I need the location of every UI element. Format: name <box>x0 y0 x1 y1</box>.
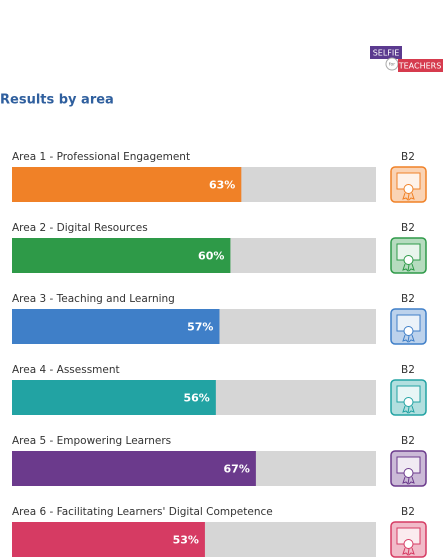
level-label: B2 <box>401 506 415 518</box>
bar <box>12 522 205 557</box>
value-label: 57% <box>187 321 213 334</box>
icon-ribbon <box>402 405 415 415</box>
certificate-icon <box>390 379 427 416</box>
value-label: 60% <box>198 250 224 263</box>
bar <box>12 309 220 344</box>
certificate-icon <box>390 237 427 274</box>
icon-seal <box>403 397 414 407</box>
icon-ribbon <box>402 263 415 273</box>
bar <box>12 451 256 486</box>
level-label: B2 <box>401 151 415 163</box>
icon-ribbon <box>402 334 415 344</box>
level-label: B2 <box>401 222 415 234</box>
value-label: 63% <box>209 179 235 192</box>
level-label: B2 <box>401 293 415 305</box>
category-label: Area 2 - Digital Resources <box>12 222 148 234</box>
category-label: Area 1 - Professional Engagement <box>12 151 190 163</box>
icon-ribbon <box>402 476 415 486</box>
icon-seal <box>403 184 414 194</box>
logo-box <box>398 59 443 72</box>
icon-seal <box>403 539 414 549</box>
icon-ribbon <box>402 547 415 557</box>
logo-box <box>370 46 402 59</box>
icon-ribbon <box>402 192 415 202</box>
chart-title: Results by area <box>0 93 114 108</box>
level-label: B2 <box>401 364 415 376</box>
logo-bottom: TEACHERS <box>398 62 442 71</box>
logo-top: SELFIE <box>373 49 400 58</box>
certificate-icon <box>390 521 427 558</box>
icon-seal <box>403 255 414 265</box>
logo: SELFIE for TEACHERS <box>370 46 443 72</box>
value-label: 53% <box>173 534 199 547</box>
category-label: Area 3 - Teaching and Learning <box>12 293 175 305</box>
bar <box>12 380 216 415</box>
icon-seal <box>403 326 414 336</box>
certificate-icon <box>390 166 427 203</box>
value-label: 67% <box>224 463 250 476</box>
icon-seal <box>403 468 414 478</box>
bar <box>12 238 231 273</box>
category-label: Area 4 - Assessment <box>12 364 120 376</box>
logo-middle: for <box>389 62 395 68</box>
category-label: Area 6 - Facilitating Learners' Digital … <box>12 506 273 518</box>
value-label: 56% <box>183 392 209 405</box>
bar <box>12 167 242 202</box>
category-label: Area 5 - Empowering Learners <box>12 435 171 447</box>
certificate-icon <box>390 450 427 487</box>
certificate-icon <box>390 308 427 345</box>
level-label: B2 <box>401 435 415 447</box>
